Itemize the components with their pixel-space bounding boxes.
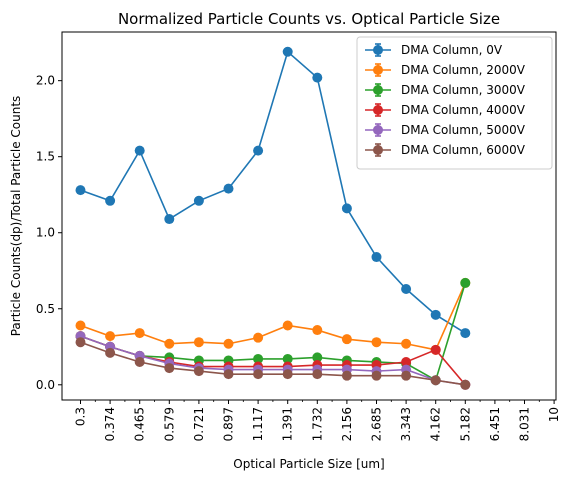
x-axis: 0.3 0.374 0.465 0.579 0.721 0.897 1.117 1.391 1.…: [74, 400, 561, 441]
data-point: [253, 145, 264, 156]
data-point: [75, 185, 86, 196]
data-point: [430, 309, 441, 320]
series-0: [75, 46, 471, 339]
legend-label: DMA Column, 2000V: [401, 63, 526, 77]
legend-label: DMA Column, 6000V: [401, 143, 526, 157]
y-tick-label: 2.0: [36, 74, 55, 88]
series-5: [75, 337, 471, 390]
legend-item: DMA Column, 0V: [365, 43, 503, 57]
data-point: [282, 46, 293, 57]
data-point: [282, 353, 293, 364]
x-tick-label: 0.465: [133, 407, 147, 441]
series-line: [80, 50, 466, 334]
legend-marker: [373, 65, 383, 75]
data-point: [312, 325, 323, 336]
data-point: [134, 328, 145, 339]
data-point: [164, 338, 175, 349]
data-point: [75, 320, 86, 331]
x-tick-label: 1.117: [251, 407, 265, 441]
y-tick-label: 0.5: [36, 302, 55, 316]
data-point: [105, 347, 116, 358]
data-point: [401, 338, 412, 349]
legend-marker: [373, 145, 383, 155]
data-point: [312, 369, 323, 380]
data-point: [401, 370, 412, 381]
data-point: [371, 370, 382, 381]
x-tick-label: 1.732: [310, 407, 324, 441]
x-tick-label: 1.391: [281, 407, 295, 441]
data-point: [193, 337, 204, 348]
y-axis: 0.0 0.5 1.0 1.5 2.0: [36, 74, 62, 392]
data-point: [253, 353, 264, 364]
legend-label: DMA Column, 5000V: [401, 123, 526, 137]
data-point: [371, 252, 382, 263]
x-tick-label: 2.156: [340, 407, 354, 441]
x-tick-label: 10: [547, 407, 561, 422]
legend-item: DMA Column, 2000V: [365, 63, 526, 77]
x-tick-label: 0.721: [192, 407, 206, 441]
x-tick-label: 2.685: [370, 407, 384, 441]
legend-marker: [373, 85, 383, 95]
data-point: [223, 183, 234, 194]
legend-item: DMA Column, 3000V: [365, 83, 526, 97]
data-point: [282, 369, 293, 380]
legend-item: DMA Column, 5000V: [365, 123, 526, 137]
data-point: [341, 334, 352, 345]
x-tick-label: 8.031: [518, 407, 532, 441]
x-tick-label: 6.451: [488, 407, 502, 441]
x-tick-label: 0.897: [222, 407, 236, 441]
data-point: [312, 72, 323, 83]
legend-marker: [373, 45, 383, 55]
data-point: [193, 366, 204, 377]
data-point: [401, 283, 412, 294]
data-point: [253, 369, 264, 380]
data-point: [193, 195, 204, 206]
data-point: [105, 195, 116, 206]
x-tick-label: 0.374: [103, 407, 117, 441]
legend: DMA Column, 0V DMA Column, 2000V DMA Colum…: [356, 36, 553, 170]
x-tick-label: 5.182: [458, 407, 472, 441]
data-point: [312, 352, 323, 363]
data-point: [430, 344, 441, 355]
data-point: [223, 369, 234, 380]
data-point: [253, 332, 264, 343]
legend-item: DMA Column, 4000V: [365, 103, 526, 117]
data-point: [282, 320, 293, 331]
y-tick-label: 1.0: [36, 226, 55, 240]
legend-label: DMA Column, 4000V: [401, 103, 526, 117]
data-point: [371, 337, 382, 348]
x-tick-label: 4.162: [429, 407, 443, 441]
data-point: [105, 331, 116, 342]
y-axis-label: Particle Counts(dp)/Total Particle Count…: [9, 96, 23, 337]
data-point: [341, 203, 352, 214]
legend-marker: [373, 125, 383, 135]
data-point: [460, 328, 471, 339]
data-point: [460, 277, 471, 288]
legend-item: DMA Column, 6000V: [365, 143, 526, 157]
chart-title: Normalized Particle Counts vs. Optical P…: [118, 10, 500, 28]
data-point: [223, 338, 234, 349]
data-point: [75, 337, 86, 348]
data-point: [164, 363, 175, 374]
data-point: [460, 379, 471, 390]
legend-label: DMA Column, 3000V: [401, 83, 526, 97]
x-axis-label: Optical Particle Size [um]: [233, 457, 384, 471]
legend-frame: [356, 36, 553, 170]
series-layer: [75, 46, 471, 390]
y-tick-label: 1.5: [36, 150, 55, 164]
x-tick-label: 0.3: [74, 407, 88, 426]
x-tick-label: 3.343: [399, 407, 413, 441]
data-point: [134, 356, 145, 367]
data-point: [341, 370, 352, 381]
legend-marker: [373, 105, 383, 115]
data-point: [134, 145, 145, 156]
data-point: [430, 375, 441, 386]
y-tick-label: 0.0: [36, 378, 55, 392]
x-tick-label: 0.579: [162, 407, 176, 441]
data-point: [401, 356, 412, 367]
plot-frame: [61, 31, 557, 401]
legend-label: DMA Column, 0V: [401, 43, 503, 57]
data-point: [164, 214, 175, 225]
